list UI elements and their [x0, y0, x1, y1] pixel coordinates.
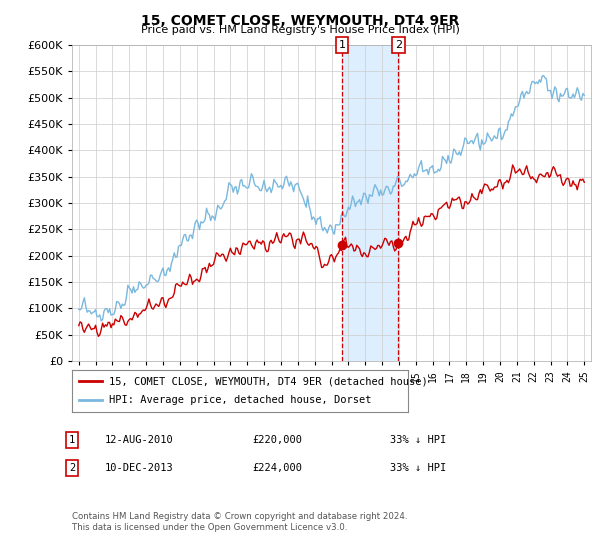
Text: 33% ↓ HPI: 33% ↓ HPI	[390, 463, 446, 473]
Text: 1: 1	[338, 40, 346, 50]
Text: Contains HM Land Registry data © Crown copyright and database right 2024.
This d: Contains HM Land Registry data © Crown c…	[72, 512, 407, 532]
Text: £224,000: £224,000	[252, 463, 302, 473]
Text: Price paid vs. HM Land Registry's House Price Index (HPI): Price paid vs. HM Land Registry's House …	[140, 25, 460, 35]
Text: 33% ↓ HPI: 33% ↓ HPI	[390, 435, 446, 445]
Bar	[342, 45, 398, 361]
Text: 15, COMET CLOSE, WEYMOUTH, DT4 9ER (detached house): 15, COMET CLOSE, WEYMOUTH, DT4 9ER (deta…	[109, 376, 428, 386]
Text: HPI: Average price, detached house, Dorset: HPI: Average price, detached house, Dors…	[109, 395, 371, 405]
Text: 2: 2	[395, 40, 402, 50]
Text: 2: 2	[69, 463, 75, 473]
Text: 12-AUG-2010: 12-AUG-2010	[105, 435, 174, 445]
Text: £220,000: £220,000	[252, 435, 302, 445]
Text: 1: 1	[69, 435, 75, 445]
Text: 10-DEC-2013: 10-DEC-2013	[105, 463, 174, 473]
Text: 15, COMET CLOSE, WEYMOUTH, DT4 9ER: 15, COMET CLOSE, WEYMOUTH, DT4 9ER	[141, 14, 459, 28]
